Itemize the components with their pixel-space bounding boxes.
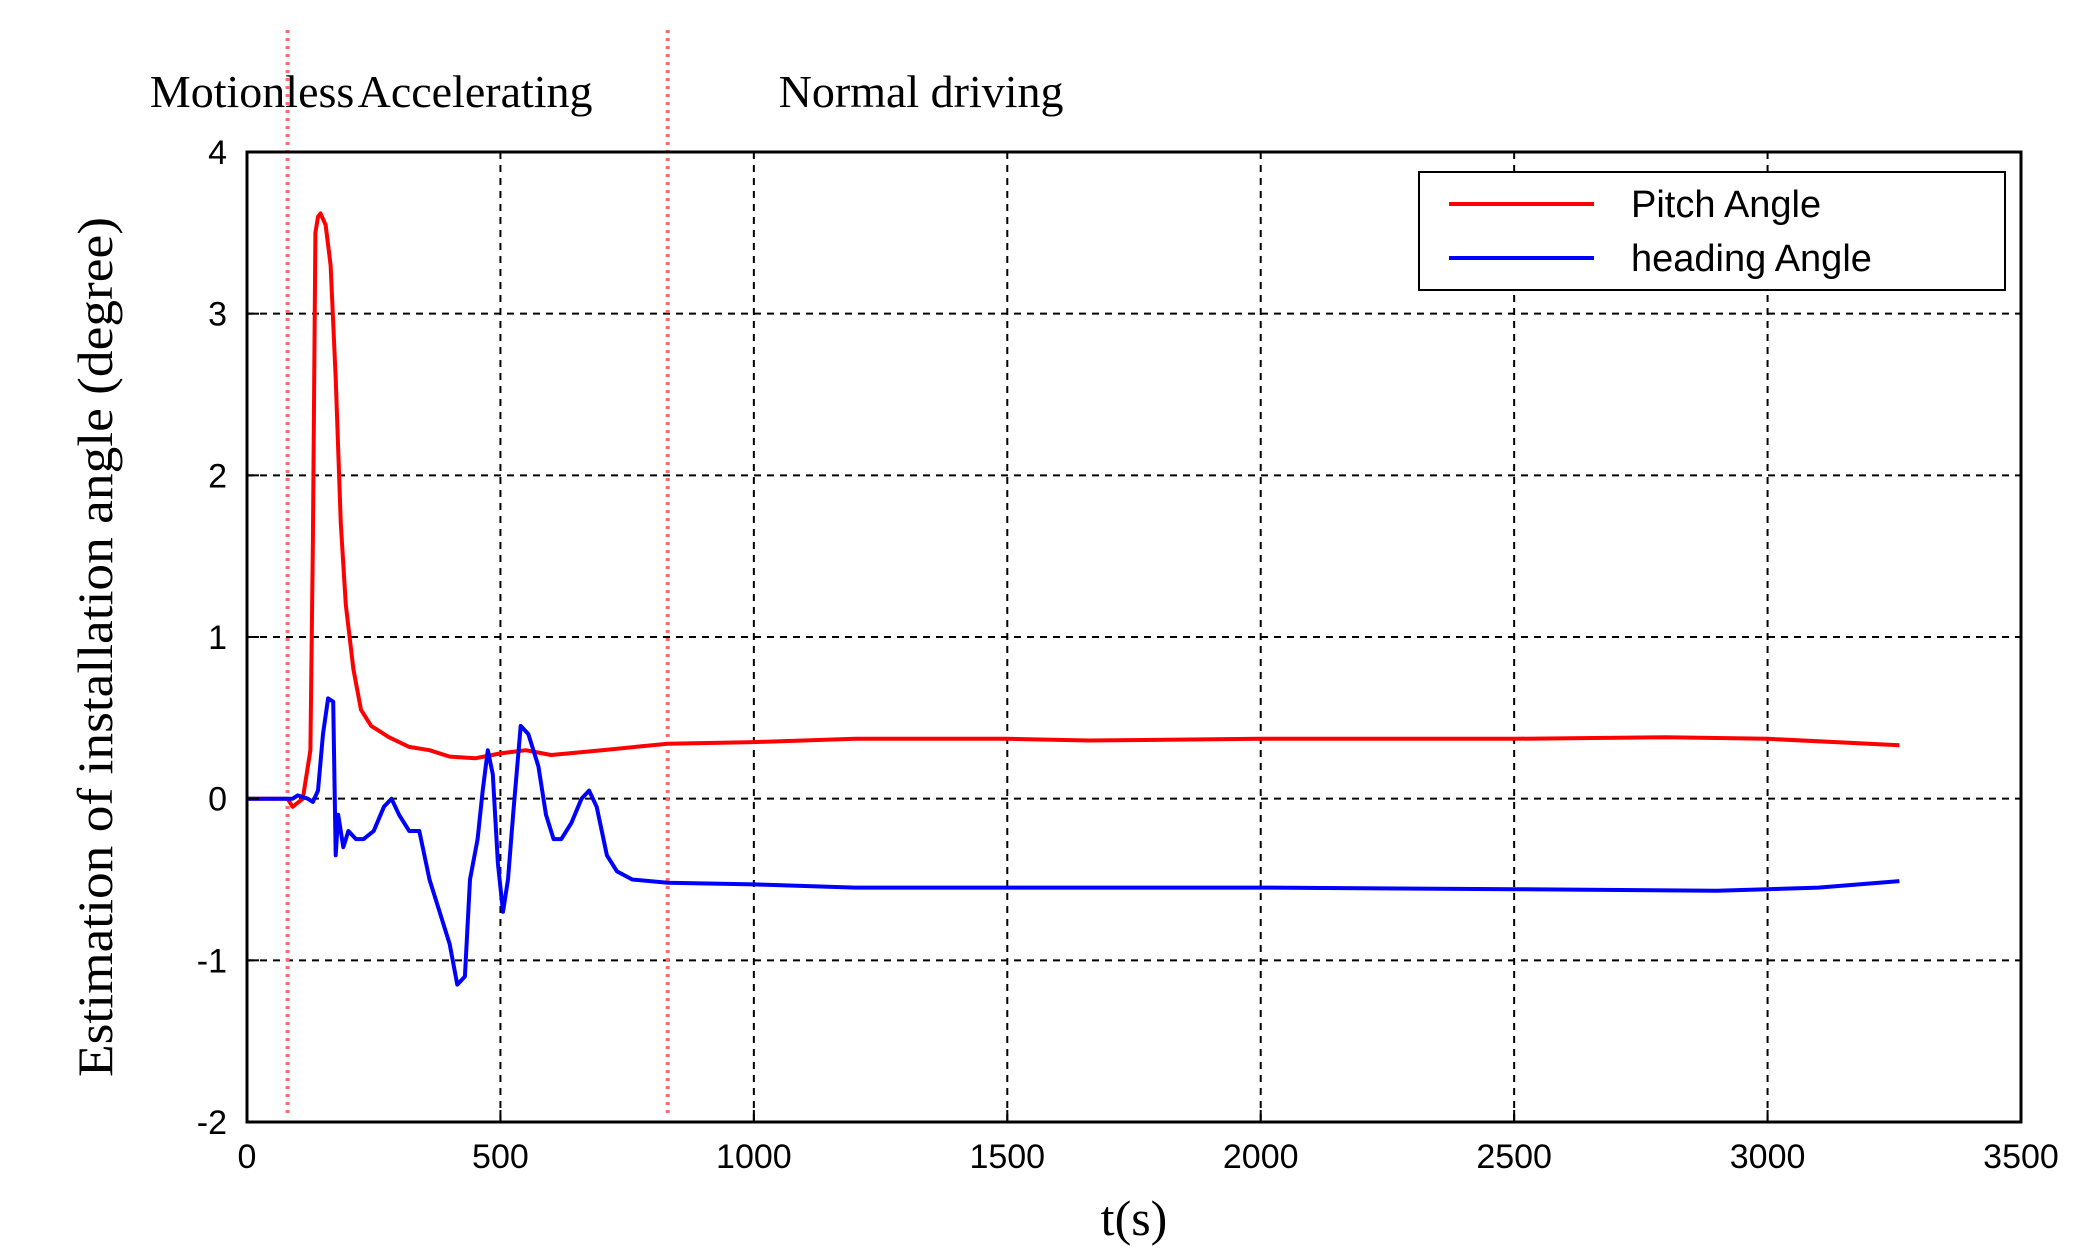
pitch-angle-line: [247, 211, 1900, 809]
y-tick-label: 1: [208, 619, 227, 657]
legend-label-heading: heading Angle: [1631, 238, 1872, 280]
x-tick-label: 500: [472, 1138, 529, 1176]
x-tick-label: 0: [238, 1138, 257, 1176]
y-tick-label: 2: [208, 457, 227, 495]
x-tick-label: 2500: [1476, 1138, 1552, 1176]
x-tick-label: 3500: [1983, 1138, 2059, 1176]
heading-angle-line: [247, 696, 1900, 987]
y-axis-title: Estimation of installation angle (degree…: [67, 217, 123, 1077]
grid: [247, 152, 2021, 1122]
phase-markers: Motionless Accelerating Normal driving: [150, 30, 1064, 1118]
legend: Pitch Angle heading Angle: [1418, 171, 2006, 291]
x-axis-title: t(s): [1101, 1190, 1168, 1246]
legend-label-pitch: Pitch Angle: [1631, 184, 1821, 226]
phase-label: Normal driving: [779, 66, 1064, 117]
x-tick-label: 3000: [1730, 1138, 1806, 1176]
phase-label: Accelerating: [358, 66, 593, 117]
y-tick-label: -1: [197, 942, 227, 980]
y-tick-label: 0: [208, 781, 227, 819]
x-tick-label: 1000: [716, 1138, 792, 1176]
x-tick-label: 1500: [969, 1138, 1045, 1176]
y-tick-label: -2: [197, 1104, 227, 1142]
y-tick-label: 3: [208, 296, 227, 334]
axis-ticks: 0 500 1000 1500 2000 2500 3000 3500 -2 -1 0 1 2 3 4: [197, 134, 2059, 1176]
y-tick-label: 4: [208, 134, 227, 172]
x-tick-label: 2000: [1223, 1138, 1299, 1176]
phase-label: Motionless: [150, 66, 354, 117]
series-lines: [247, 211, 1900, 987]
legend-box: [1418, 171, 2006, 291]
